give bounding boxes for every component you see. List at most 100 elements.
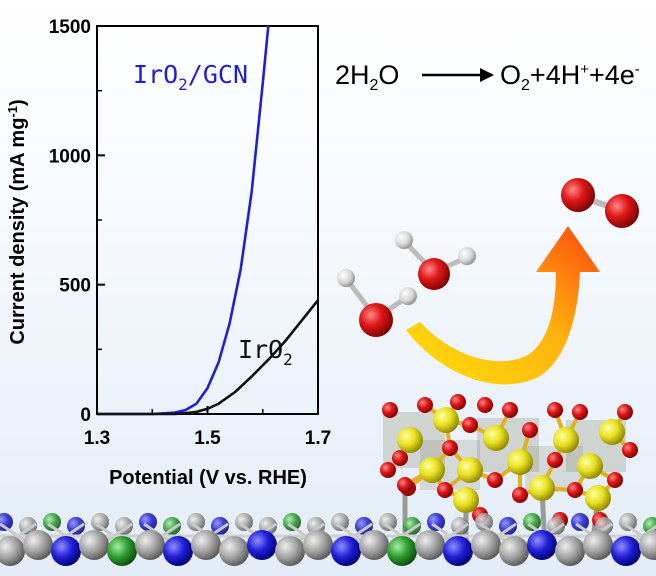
carbon-atom: [303, 530, 333, 560]
substrate-atom-back: [475, 513, 493, 531]
iridium-atom: [457, 457, 483, 483]
iridium-atom: [453, 487, 479, 513]
substrate-atom-back: [43, 513, 61, 531]
hydrogen-atom: [458, 247, 476, 265]
substrate-atom-back: [67, 517, 85, 535]
y-axis-ticks: 0 500 1000 1500: [49, 17, 105, 426]
chlorine-atom: [387, 536, 417, 566]
nitrogen-atom: [611, 536, 641, 566]
water-molecule-2: [395, 231, 476, 290]
series-lines: [97, 25, 320, 416]
oxygen-atom: [547, 402, 563, 418]
substrate-atom-back: [19, 517, 37, 535]
water-molecules: [337, 231, 476, 337]
oxygen-atom: [442, 440, 458, 456]
series-line-iro2: [97, 299, 320, 416]
oxygen-atom: [605, 194, 639, 228]
carbon-atom: [639, 530, 656, 560]
y-tick-label: 0: [80, 405, 91, 426]
carbon-atom: [219, 536, 249, 566]
iridium-atom: [507, 449, 533, 475]
oxygen-atom: [487, 472, 503, 488]
oxygen-atom: [607, 472, 623, 488]
iridium-atom: [433, 407, 459, 433]
carbon-atom: [583, 530, 613, 560]
series-label-iro2-gcn: IrO2/GCN: [133, 60, 248, 94]
oxygen-atom: [547, 452, 563, 468]
series-label-iro2: IrO2: [238, 335, 293, 369]
oxygen-atom: [380, 462, 396, 478]
equation-products: O2+4H++4e-: [500, 60, 640, 94]
carbon-atom: [275, 536, 305, 566]
substrate-atom-back: [235, 513, 253, 531]
lsv-chart: 0 500 1000 1500 1.3 1.5 1.7 Current density (…: [5, 17, 331, 489]
iridium-atom: [577, 453, 603, 479]
carbon-atom: [79, 530, 109, 560]
carbon-atom: [471, 530, 501, 560]
substrate-atom-back: [115, 517, 133, 535]
curved-arrow-icon: [406, 226, 600, 385]
oxygen-atom: [617, 404, 633, 420]
carbon-atom: [191, 530, 221, 560]
nitrogen-atom: [331, 536, 361, 566]
oxygen-atom: [397, 477, 413, 493]
nitrogen-atom: [443, 536, 473, 566]
o2-molecule: [561, 178, 639, 228]
y-tick-label: 500: [59, 276, 91, 297]
hydrogen-atom: [337, 269, 355, 287]
carbon-atom: [359, 530, 389, 560]
oxygen-atom: [477, 397, 493, 413]
water-molecule-1: [337, 269, 417, 337]
carbon-atom: [415, 530, 445, 560]
iridium-atom: [585, 485, 611, 511]
equation-reactant: 2H2O: [335, 60, 399, 94]
gcn-substrate: [0, 513, 656, 566]
substrate-atom-back: [187, 513, 205, 531]
y-axis-label: Current density (mA mg-1): [5, 99, 29, 344]
substrate-atom-back: [91, 513, 109, 531]
oxygen-atom: [417, 397, 433, 413]
nitrogen-atom: [527, 530, 557, 560]
oxygen-atom: [572, 404, 588, 420]
iridium-atom: [397, 427, 423, 453]
oxygen-atom: [622, 442, 638, 458]
oxygen-atom: [462, 417, 478, 433]
nitrogen-atom: [247, 530, 277, 560]
substrate-atom-back: [619, 513, 637, 531]
substrate-atom-back: [139, 513, 157, 531]
substrate-atom-back: [499, 517, 517, 535]
substrate-atom-back: [547, 517, 565, 535]
oxygen-atom: [382, 402, 398, 418]
oxygen-atom: [567, 482, 583, 498]
carbon-atom: [499, 536, 529, 566]
oxygen-atom: [512, 487, 528, 503]
y-tick-label: 1000: [49, 146, 91, 167]
oxygen-atom: [359, 303, 393, 337]
iridium-atom: [483, 425, 509, 451]
iridium-atom: [529, 475, 555, 501]
carbon-atom: [0, 536, 25, 566]
oxygen-atom: [450, 394, 466, 410]
oxygen-atom: [392, 450, 408, 466]
substrate-atom-back: [331, 513, 349, 531]
substrate-atom-back: [523, 513, 541, 531]
substrate-atom-back: [163, 517, 181, 535]
x-axis-ticks: 1.3 1.5 1.7: [84, 406, 331, 449]
oxygen-atom: [418, 258, 450, 290]
carbon-atom: [23, 530, 53, 560]
x-tick-label: 1.7: [305, 428, 331, 449]
oxygen-atom: [437, 482, 453, 498]
substrate-atom-back: [451, 517, 469, 535]
oxygen-atom: [522, 422, 538, 438]
substrate-atom-back: [427, 513, 445, 531]
oxygen-atom: [561, 178, 595, 212]
oer-equation: 2H2O O2+4H++4e-: [335, 60, 640, 94]
substrate-atom-back: [283, 513, 301, 531]
nitrogen-atom: [51, 536, 81, 566]
substrate-atom-back: [379, 513, 397, 531]
substrate-atom-back: [571, 513, 589, 531]
nitrogen-atom: [163, 536, 193, 566]
iridium-atom: [553, 427, 579, 453]
hydrogen-atom: [399, 287, 417, 305]
